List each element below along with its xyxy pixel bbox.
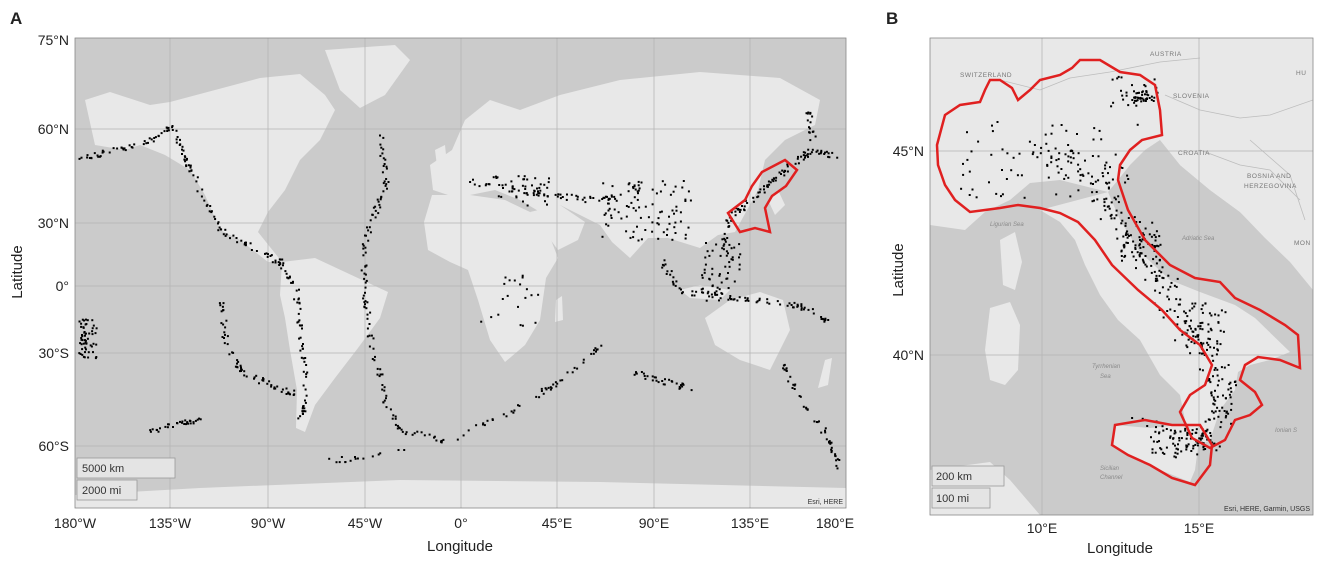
x-axis-label-world: Longitude — [427, 538, 493, 555]
y-tick: 40°N — [893, 347, 924, 363]
place-label: CROATIA — [1178, 150, 1210, 157]
sea-label: Tyrrhenian — [1092, 364, 1121, 370]
x-axis-ticks-italy: 10°E 15°E — [1027, 520, 1215, 536]
landmass-south-america — [280, 258, 388, 432]
map-graticule-italy — [930, 38, 1313, 515]
sea-label: Ligurian Sea — [990, 222, 1024, 228]
map-attribution-italy: Esri, HERE, Garmin, USGS — [1224, 506, 1310, 513]
region-outline-japan[interactable] — [726, 158, 799, 234]
place-label: BOSNIA AND — [1247, 173, 1291, 180]
scale-bar-italy: 200 km 100 mi — [931, 465, 1005, 509]
landmass-madagascar — [555, 296, 563, 322]
scale-bar-mi: 2000 mi — [82, 485, 121, 497]
x-tick: 10°E — [1027, 520, 1058, 536]
x-tick: 0° — [454, 515, 467, 531]
y-axis-label-world: Latitude — [9, 245, 26, 298]
y-axis-ticks-world: 75°N 60°N 30°N 0° 30°S 60°S — [38, 32, 69, 454]
y-tick: 0° — [56, 278, 69, 294]
y-axis-ticks-italy: 45°N 40°N — [893, 143, 924, 363]
map-graticule — [75, 38, 846, 508]
panel-a-label: A — [10, 9, 22, 28]
world-map[interactable]: 5000 km 2000 mi Esri, HERE — [75, 38, 846, 508]
sea-label: Sea — [1100, 374, 1111, 380]
sea-label: Adriatic Sea — [1181, 236, 1215, 242]
x-tick: 90°E — [639, 515, 670, 531]
scale-bar-world: 5000 km 2000 mi — [76, 457, 176, 501]
region-outline-italy[interactable] — [935, 58, 1302, 487]
region-outline-mainland — [935, 58, 1302, 450]
scale-bar-km: 200 km — [936, 471, 972, 483]
x-tick: 15°E — [1184, 520, 1215, 536]
place-label: HERZEGOVINA — [1244, 183, 1297, 190]
landmass-eurasia — [430, 72, 820, 258]
landmass-corsica — [1000, 232, 1022, 290]
landmass-arabia — [530, 205, 585, 250]
landmass-north-america — [85, 74, 335, 262]
landmass-balkans — [1180, 140, 1313, 290]
y-tick: 30°N — [38, 215, 69, 231]
x-tick: 180°E — [816, 515, 854, 531]
x-axis-ticks-world: 180°W 135°W 90°W 45°W 0° 45°E 90°E 135°E… — [54, 515, 854, 531]
sea-label: Channel — [1100, 475, 1123, 481]
italy-map[interactable]: AUSTRIA SWITZERLAND SLOVENIA CROATIA BOS… — [930, 38, 1313, 515]
sea-label: Ionian S — [1275, 428, 1297, 434]
y-tick: 30°S — [38, 345, 69, 361]
x-tick: 180°W — [54, 515, 97, 531]
landmass-new-zealand — [818, 358, 832, 388]
sea-label: Sicilian — [1100, 466, 1120, 472]
map-frame-world — [74, 37, 847, 509]
place-label: AUSTRIA — [1150, 51, 1182, 58]
x-tick: 135°W — [149, 515, 192, 531]
region-outline-sicily — [1110, 418, 1214, 487]
x-tick: 45°E — [542, 515, 573, 531]
map-attribution-world: Esri, HERE — [808, 499, 844, 506]
place-label: SLOVENIA — [1173, 93, 1210, 100]
landmass-italy — [1040, 192, 1290, 445]
y-tick: 60°N — [38, 121, 69, 137]
earthquake-points-world — [78, 111, 841, 470]
panel-b-label: B — [886, 9, 898, 28]
x-tick: 45°W — [348, 515, 383, 531]
y-tick: 60°S — [38, 438, 69, 454]
landmass-australia — [705, 292, 790, 370]
y-tick: 45°N — [893, 143, 924, 159]
landmass-africa — [424, 195, 558, 362]
scale-bar-mi: 100 mi — [936, 493, 969, 505]
landmass-greenland — [325, 45, 410, 108]
landmass-uk — [435, 145, 447, 166]
x-tick: 90°W — [251, 515, 286, 531]
scale-bar-km: 5000 km — [82, 463, 124, 475]
place-label: HU — [1296, 70, 1306, 77]
landmass-sardinia — [985, 302, 1020, 385]
map-frame-italy — [929, 37, 1314, 516]
place-label: SWITZERLAND — [960, 72, 1012, 79]
y-axis-label-italy: Latitude — [890, 243, 907, 296]
x-tick: 135°E — [731, 515, 769, 531]
x-axis-label-italy: Longitude — [1087, 540, 1153, 557]
y-tick: 75°N — [38, 32, 69, 48]
place-label: MON — [1294, 240, 1311, 247]
